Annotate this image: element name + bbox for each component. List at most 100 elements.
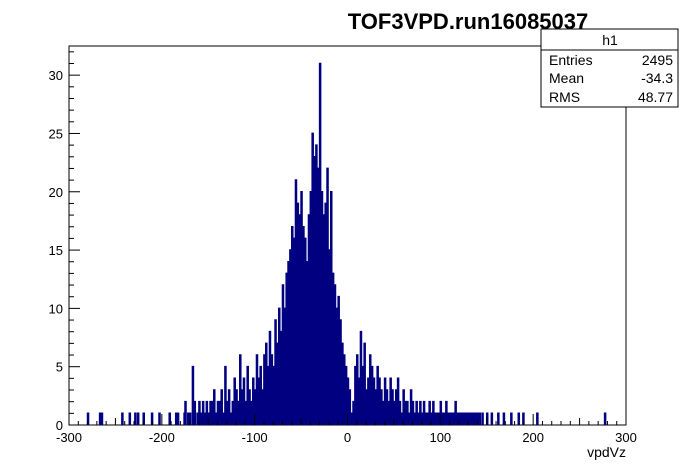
histogram-bin xyxy=(211,400,214,425)
histogram-bin xyxy=(333,284,337,425)
histogram-bin xyxy=(380,389,383,425)
stats-rms-label: RMS xyxy=(549,89,580,105)
histogram-bin xyxy=(259,365,262,425)
histogram-bin xyxy=(337,295,340,425)
histogram-bin xyxy=(242,377,246,425)
histogram-bin xyxy=(472,412,476,425)
y-tick-label: 15 xyxy=(49,243,63,258)
histogram-bin xyxy=(450,412,454,425)
histogram-bin xyxy=(342,354,346,425)
histogram-bin xyxy=(357,377,361,425)
histogram-bin xyxy=(298,214,301,425)
histogram-bin xyxy=(205,400,209,425)
histogram-bin xyxy=(279,330,283,425)
histogram-bin xyxy=(385,389,389,425)
histogram-bin xyxy=(510,412,513,425)
histogram-bin xyxy=(121,412,124,425)
histogram-bin xyxy=(320,190,324,425)
histogram-bin xyxy=(188,412,192,425)
histogram-bin xyxy=(474,412,478,425)
histogram-bin xyxy=(289,249,292,425)
x-tick-label: -100 xyxy=(242,430,268,445)
stats-box-title: h1 xyxy=(602,32,618,48)
histogram-bin xyxy=(316,167,320,425)
histogram-bin xyxy=(246,365,249,425)
histogram-bin xyxy=(339,319,342,425)
histogram-bin xyxy=(213,389,216,425)
histogram-bin xyxy=(478,412,482,425)
histogram-bin xyxy=(136,412,140,425)
histogram-bin xyxy=(354,365,357,425)
histogram-bin xyxy=(318,62,322,425)
histogram-bin xyxy=(398,400,402,425)
histogram-bin xyxy=(359,330,363,425)
histogram-bin xyxy=(490,412,494,425)
histogram-bin xyxy=(448,412,452,425)
histogram-bin xyxy=(350,412,353,425)
histogram-bin xyxy=(381,400,385,425)
histogram-bin xyxy=(391,389,394,425)
stats-mean-label: Mean xyxy=(549,70,584,86)
stats-entries-label: Entries xyxy=(549,52,593,68)
x-axis-title: vpdVz xyxy=(587,444,626,460)
histogram-bin xyxy=(200,412,203,425)
histogram-bin xyxy=(471,412,474,425)
histogram-bin xyxy=(198,400,201,425)
histogram-bin xyxy=(367,377,370,425)
histogram-bin xyxy=(278,307,281,425)
histogram-bin xyxy=(272,365,275,425)
histogram-bin xyxy=(257,377,261,425)
histogram-bin xyxy=(346,377,350,425)
histogram-bin xyxy=(268,330,272,425)
x-tick-label: -200 xyxy=(149,430,175,445)
histogram-bin xyxy=(274,319,277,425)
histogram-bin xyxy=(224,365,227,425)
histogram-bin xyxy=(315,144,318,425)
histogram-bin xyxy=(239,354,242,425)
histogram-bin xyxy=(283,307,287,425)
histogram-bin xyxy=(363,342,366,425)
histogram-bin xyxy=(361,365,365,425)
histogram-bin xyxy=(248,389,251,425)
histogram-bin xyxy=(296,202,300,425)
histogram-bin xyxy=(270,354,274,425)
histogram-bin xyxy=(439,400,443,425)
histogram-bin xyxy=(348,389,352,425)
histogram-bin xyxy=(396,377,400,425)
histogram-bin xyxy=(459,412,463,425)
histogram-bin xyxy=(292,237,296,425)
histogram-bin xyxy=(326,167,329,425)
histogram-bin xyxy=(400,412,404,425)
histogram-bin xyxy=(497,412,500,425)
histogram-bin xyxy=(424,412,428,425)
histogram-bin xyxy=(237,400,240,425)
histogram-bin xyxy=(437,412,441,425)
histogram-bin xyxy=(209,400,212,425)
stats-box-frame xyxy=(540,28,679,108)
histogram-bin xyxy=(415,400,418,425)
histogram-bin xyxy=(244,400,248,425)
histogram-bin xyxy=(383,377,387,425)
histogram-bin xyxy=(461,412,465,425)
histogram-bin xyxy=(322,214,326,425)
histogram-bin xyxy=(481,412,484,425)
x-tick-label: 100 xyxy=(429,430,451,445)
histogram-bin xyxy=(302,225,305,425)
histogram-bin xyxy=(502,412,506,425)
histogram-bin xyxy=(287,260,290,425)
histogram-bin xyxy=(250,400,253,425)
histogram-bin xyxy=(218,400,222,425)
histogram-bin xyxy=(463,412,467,425)
histogram-bin xyxy=(417,412,420,425)
histogram-bin xyxy=(86,412,90,425)
histogram-bin xyxy=(389,377,392,425)
histogram-bin xyxy=(265,342,268,425)
histogram-bin xyxy=(294,179,298,425)
histogram-bin xyxy=(409,389,413,425)
histogram-bin xyxy=(446,412,450,425)
histogram-bin xyxy=(329,190,333,425)
y-tick-label: 0 xyxy=(56,418,63,433)
x-tick-label: 200 xyxy=(522,430,544,445)
histogram-bin xyxy=(214,412,218,425)
histogram-bin xyxy=(413,412,417,425)
